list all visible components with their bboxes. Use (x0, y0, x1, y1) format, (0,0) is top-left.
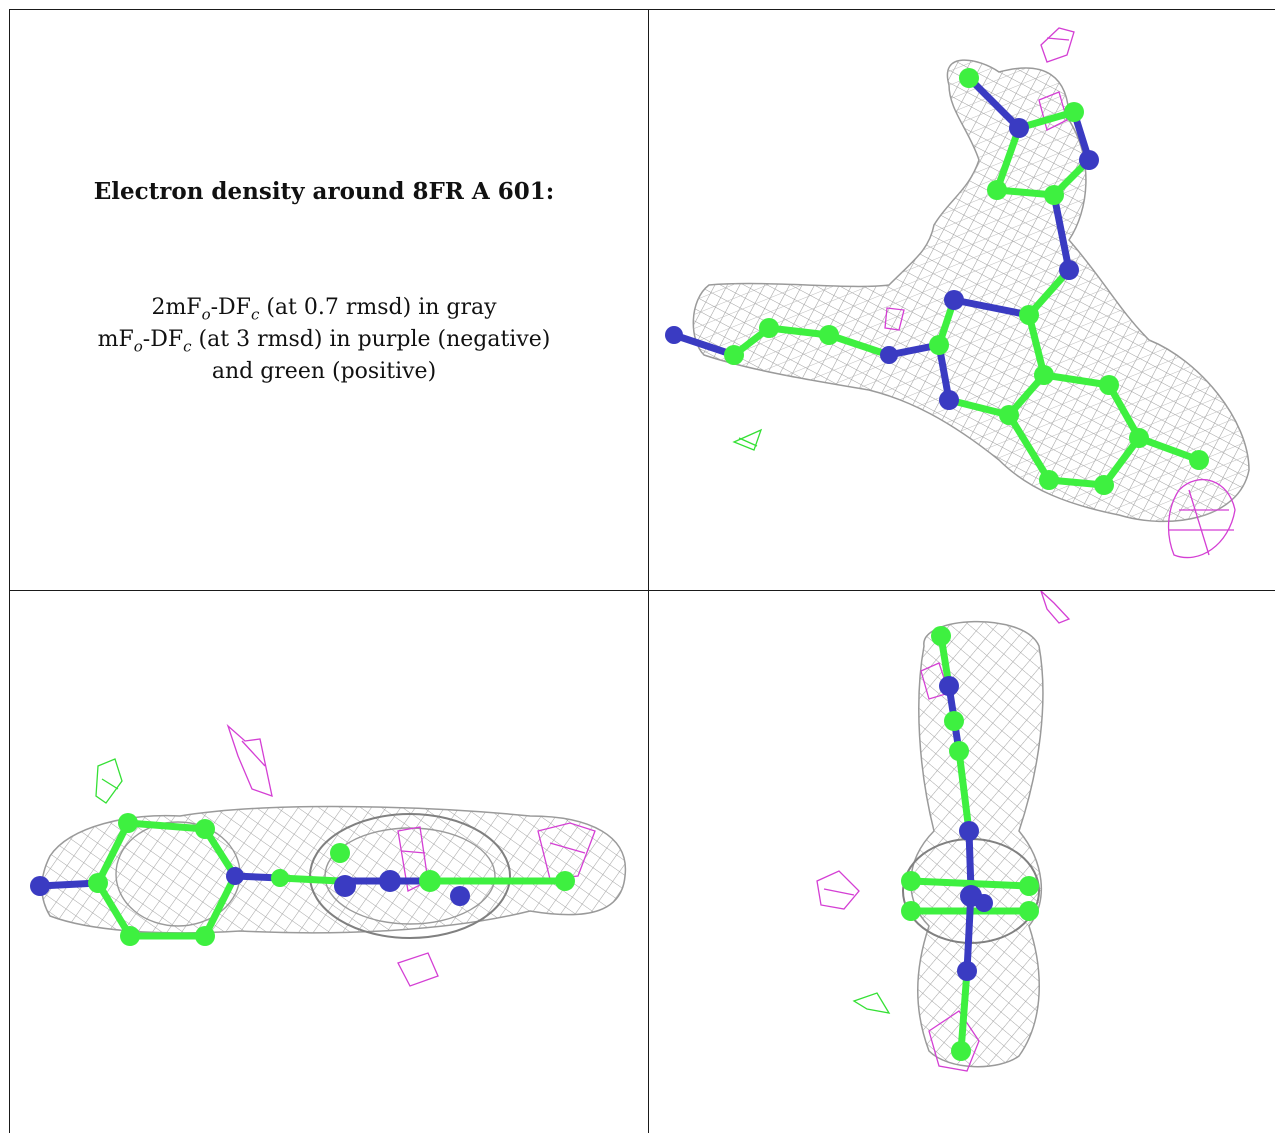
density-panel-bottom-left (10, 591, 648, 1133)
border-row (9, 590, 1275, 591)
caption-line-colors: and green (positive) (211, 359, 437, 384)
positive-difference-mesh (852, 992, 891, 1014)
ligand-atoms (665, 68, 1209, 495)
positive-difference-mesh (95, 758, 123, 804)
density-panel-bottom-right (649, 591, 1275, 1133)
border-top (9, 9, 1275, 10)
caption-title: Electron density around 8FR A 601: (93, 178, 555, 205)
negative-difference-mesh (816, 591, 1071, 1072)
ligand-bonds (36, 819, 569, 940)
gray-density-mesh (692, 59, 1250, 523)
caption-line-fofc: mFo-DFc (at 3 rmsd) in purple (negative) (97, 327, 551, 356)
density-panel-top-right (649, 10, 1275, 590)
caption-line-2fofc: 2mFo-DFc (at 0.7 rmsd) in gray (151, 295, 497, 324)
caption-cell: Electron density around 8FR A 601: 2mFo-… (10, 10, 638, 580)
border-middle (648, 9, 649, 1133)
border-left (9, 9, 10, 1133)
ligand-atoms (901, 626, 1039, 1061)
ligand-atoms (30, 813, 575, 946)
gray-density-mesh (902, 620, 1044, 1068)
positive-difference-mesh (732, 428, 763, 451)
